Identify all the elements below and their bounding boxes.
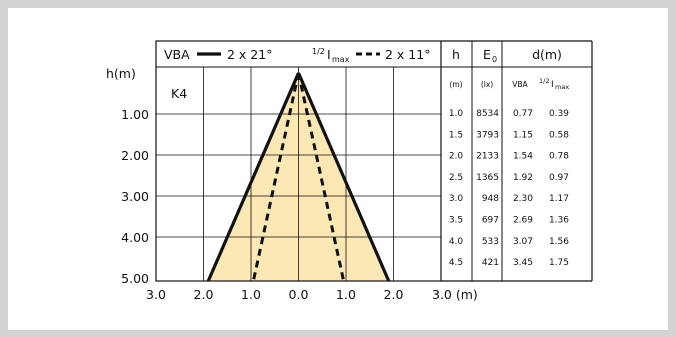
table-cell-half: 0.97 (549, 173, 569, 183)
table-row: 3.0 948 2.30 1.17 (449, 194, 569, 204)
header-e0-unit: (lx) (481, 80, 493, 89)
table-cell-h: 3.0 (449, 194, 464, 204)
table-cell-h: 3.5 (449, 216, 463, 226)
horizontal-gridlines (156, 113, 441, 238)
table-row: 4.5 421 3.45 1.75 (449, 258, 569, 268)
table-cell-e0: 2133 (476, 152, 499, 162)
header-d-half-prefix: 1/2 (539, 77, 549, 85)
y-tick-label: 3.00 (121, 189, 149, 204)
lamp-code: K4 (171, 86, 187, 101)
table-cell-vba: 1.92 (513, 173, 533, 183)
table-cell-e0: 8534 (476, 109, 499, 119)
header-d-half-main: I (551, 80, 554, 90)
table-cell-e0: 948 (482, 194, 499, 204)
y-tick-label: 2.00 (121, 148, 149, 163)
table-row: 4.0 533 3.07 1.56 (449, 237, 569, 247)
header-d: d(m) (532, 47, 562, 62)
x-tick-label: 3.0 (146, 287, 166, 302)
table-row: 1.5 3793 1.15 0.58 (449, 130, 569, 140)
vertical-gridlines (203, 67, 394, 281)
photometric-panel: VBA 2 x 21° 1/2 I max 2 x 11° K4 h(m) 1.… (8, 8, 668, 330)
table-cell-vba: 2.30 (513, 194, 533, 204)
table-cell-vba: 1.54 (513, 152, 533, 162)
table-cell-h: 1.5 (449, 130, 463, 140)
legend-vba-label: VBA (164, 47, 190, 62)
table-cell-half: 0.39 (549, 109, 569, 119)
x-tick-label: 3.0 (m) (432, 287, 478, 302)
x-axis-ticks: 3.0 2.0 1.0 0.0 1.0 2.0 3.0 (m) (146, 287, 478, 302)
table-cell-vba: 3.07 (513, 237, 533, 247)
header-h: h (452, 47, 460, 62)
table-row: 2.5 1365 1.92 0.97 (449, 173, 569, 183)
x-tick-label: 2.0 (384, 287, 404, 302)
table-row: 1.0 8534 0.77 0.39 (449, 109, 569, 119)
header-d-vba: VBA (512, 80, 528, 89)
table-cell-vba: 0.77 (513, 109, 533, 119)
table-cell-e0: 1365 (476, 173, 499, 183)
table-cell-vba: 3.45 (513, 258, 533, 268)
header-d-half-sub: max (555, 83, 569, 91)
vba-beam-right-edge (297, 72, 391, 282)
y-axis-unit: h(m) (106, 66, 136, 81)
x-tick-label: 1.0 (241, 287, 261, 302)
legend-vba-value: 2 x 21° (227, 47, 272, 62)
table-rows: 1.0 8534 0.77 0.39 1.5 3793 1.15 0.58 2.0 2133 1.5… (449, 109, 569, 268)
table-cell-h: 4.0 (449, 237, 464, 247)
table-cell-half: 1.17 (549, 194, 569, 204)
beam-diagram: VBA 2 x 21° 1/2 I max 2 x 11° K4 h(m) 1.… (106, 40, 593, 302)
data-table: h E 0 d(m) (m) (lx) VBA 1/2 I max 1.0 853… (441, 40, 593, 282)
plot-frame (155, 40, 442, 282)
y-tick-label: 5.00 (121, 271, 149, 286)
table-cell-e0: 697 (482, 216, 499, 226)
x-tick-label: 1.0 (336, 287, 356, 302)
table-cell-e0: 421 (482, 258, 499, 268)
table-cell-e0: 533 (482, 237, 499, 247)
table-cell-h: 4.5 (449, 258, 463, 268)
vba-beam-left-edge (206, 72, 300, 282)
header-e0-sub: 0 (492, 55, 497, 64)
header-h-unit: (m) (449, 80, 462, 89)
x-tick-label: 0.0 (289, 287, 309, 302)
table-cell-vba: 2.69 (513, 216, 533, 226)
table-cell-h: 1.0 (449, 109, 464, 119)
legend-half-sub: max (332, 55, 350, 64)
table-row: 3.5 697 2.69 1.36 (449, 216, 569, 226)
legend-half-value: 2 x 11° (385, 47, 430, 62)
x-tick-label: 2.0 (194, 287, 214, 302)
legend-half-main: I (327, 47, 331, 62)
table-cell-half: 1.36 (549, 216, 569, 226)
header-e0: E (483, 47, 491, 62)
table-cell-half: 0.78 (549, 152, 569, 162)
table-row: 2.0 2133 1.54 0.78 (449, 152, 569, 162)
table-cell-half: 0.58 (549, 130, 569, 140)
y-axis-ticks: 1.00 2.00 3.00 4.00 5.00 (121, 107, 149, 286)
legend-half-prefix: 1/2 (312, 47, 325, 56)
y-tick-label: 4.00 (121, 230, 149, 245)
table-cell-vba: 1.15 (513, 130, 533, 140)
table-cell-h: 2.0 (449, 152, 464, 162)
y-tick-label: 1.00 (121, 107, 149, 122)
table-cell-half: 1.56 (549, 237, 569, 247)
table-cell-e0: 3793 (476, 130, 499, 140)
table-cell-half: 1.75 (549, 258, 569, 268)
table-cell-h: 2.5 (449, 173, 463, 183)
